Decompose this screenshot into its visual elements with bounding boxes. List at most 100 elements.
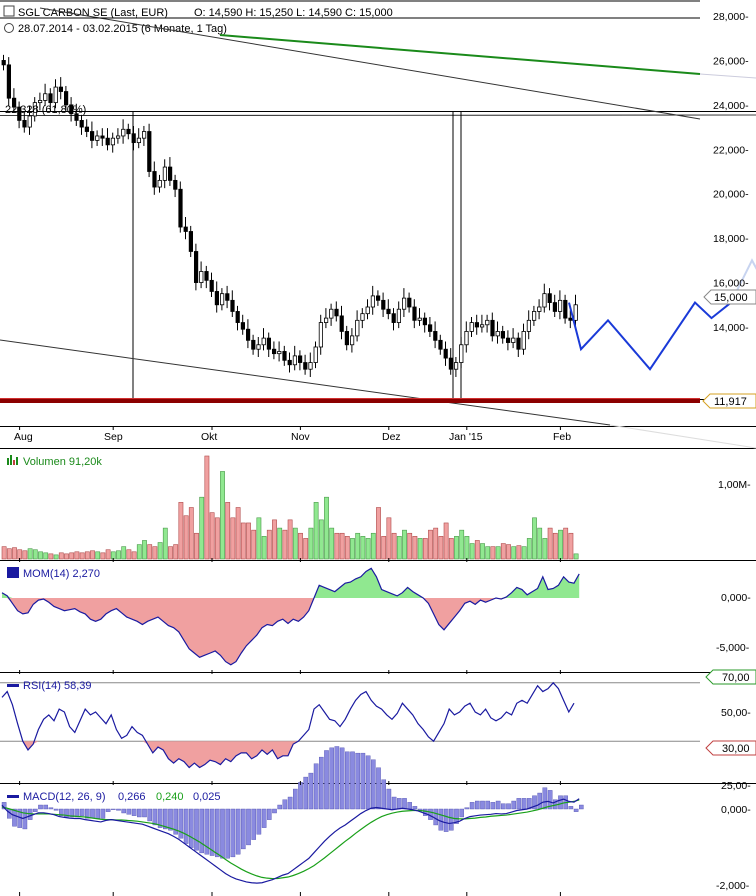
x-axis-label: Aug bbox=[14, 431, 33, 443]
candle-body bbox=[334, 308, 339, 317]
candle-body bbox=[349, 335, 355, 346]
volume-bar bbox=[396, 536, 402, 560]
macd-histogram-bar bbox=[220, 808, 225, 859]
momentum-legend-label: MOM(14) 2,270 bbox=[23, 568, 100, 580]
macd-histogram-bar bbox=[79, 808, 85, 816]
header-title: SGL CARBON SE (Last, EUR) bbox=[18, 7, 168, 19]
macd-histogram-bar bbox=[371, 759, 376, 810]
price-tick: 28,000- bbox=[713, 11, 749, 23]
momentum-line bbox=[1, 567, 580, 666]
candle-body bbox=[427, 324, 433, 332]
volume-bar bbox=[355, 532, 361, 560]
candle-body bbox=[552, 302, 558, 312]
candle-body bbox=[485, 319, 490, 326]
volume-legend-label: Volumen 91,20k bbox=[23, 456, 102, 468]
volume-bar bbox=[43, 552, 49, 560]
volume-bar bbox=[412, 536, 418, 560]
volume-bar bbox=[433, 527, 439, 560]
macd-histogram-bar bbox=[454, 808, 459, 824]
volume-bar bbox=[131, 551, 137, 560]
volume-bar bbox=[6, 548, 12, 560]
macd-histogram-bar bbox=[475, 800, 480, 810]
volume-bar bbox=[298, 532, 303, 560]
macd-histogram-bar bbox=[90, 808, 95, 819]
macd-histogram-bar bbox=[105, 808, 111, 812]
candle-body bbox=[105, 137, 110, 146]
volume-bar bbox=[38, 551, 43, 560]
clock-icon bbox=[4, 23, 14, 33]
macd-histogram-bar bbox=[537, 792, 542, 810]
candle-body bbox=[162, 166, 167, 181]
volume-icon bbox=[7, 455, 18, 465]
candle-body bbox=[511, 337, 516, 343]
volume-bar bbox=[168, 546, 173, 560]
volume-bar bbox=[459, 529, 465, 560]
volume-bar bbox=[318, 519, 324, 560]
analysis-rect-2 bbox=[460, 111, 756, 400]
fib-label: 22,328 (61,80%) bbox=[5, 104, 86, 116]
volume-bar bbox=[27, 548, 33, 560]
candle-body bbox=[1, 60, 6, 66]
macd-histogram-bar bbox=[308, 772, 314, 810]
candle-body bbox=[193, 251, 199, 283]
candle-body bbox=[453, 362, 459, 370]
momentum-panel bbox=[1, 567, 580, 666]
macd-histogram-bar bbox=[365, 755, 371, 810]
candle-body bbox=[438, 339, 443, 350]
rsi-badge-70-label: 70,00 bbox=[722, 672, 750, 684]
candle-body bbox=[370, 295, 376, 308]
candle-body bbox=[386, 308, 391, 315]
volume-bar bbox=[480, 543, 485, 560]
volume-bar bbox=[490, 546, 496, 560]
volume-bar bbox=[12, 547, 17, 560]
candle-body bbox=[355, 319, 360, 337]
candle-body bbox=[74, 113, 79, 121]
macd-legend-signal: 0,240 bbox=[156, 791, 184, 803]
volume-bar bbox=[344, 536, 350, 560]
macd-histogram-bar bbox=[568, 806, 574, 810]
volume-bar bbox=[90, 550, 95, 560]
macd-histogram-bar bbox=[412, 806, 418, 810]
volume-bar bbox=[214, 517, 220, 560]
volume-bar bbox=[178, 502, 184, 560]
volume-bar bbox=[417, 538, 423, 560]
volume-bar bbox=[17, 549, 23, 560]
volume-bar bbox=[568, 532, 574, 560]
volume-bar bbox=[422, 538, 428, 560]
price-tick: 18,000- bbox=[713, 233, 749, 245]
macd-histogram-bar bbox=[324, 750, 329, 810]
candle-body bbox=[90, 131, 95, 141]
candle-body bbox=[542, 293, 547, 308]
macd-legend-hist: 0,025 bbox=[193, 791, 221, 803]
candle-body bbox=[282, 351, 287, 361]
macd-histogram-bar bbox=[433, 808, 439, 826]
volume-bar bbox=[526, 538, 532, 560]
forecast-path bbox=[568, 301, 732, 371]
candle-body bbox=[116, 135, 121, 139]
candle-body bbox=[167, 166, 173, 181]
candle-body bbox=[287, 359, 292, 366]
volume-bar bbox=[438, 536, 444, 560]
volume-bar bbox=[251, 529, 257, 560]
macd-histogram-bar bbox=[261, 808, 267, 828]
x-axis: Aug Sep Okt Nov Dez Jan '15 Feb bbox=[14, 426, 571, 896]
macd-histogram-bar bbox=[511, 800, 517, 810]
candle-body bbox=[537, 306, 542, 312]
chart-icon bbox=[3, 5, 15, 17]
volume-bar bbox=[188, 507, 194, 560]
volume-bar bbox=[485, 546, 491, 560]
macd-histogram-bar bbox=[542, 787, 548, 810]
macd-histogram-bar bbox=[287, 796, 293, 810]
volume-legend: Volumen 91,20k 1,00M- bbox=[7, 455, 751, 491]
macd-histogram-bar bbox=[293, 788, 298, 810]
candle-body bbox=[292, 355, 298, 366]
candle-body bbox=[79, 120, 84, 128]
volume-bar bbox=[240, 522, 246, 560]
macd-histogram-bar bbox=[64, 808, 69, 818]
macd-histogram-bar bbox=[480, 800, 485, 810]
volume-bar bbox=[448, 538, 454, 560]
candle-body bbox=[126, 128, 131, 135]
macd-histogram-bar bbox=[282, 799, 288, 810]
volume-bar bbox=[95, 551, 101, 560]
macd-histogram-bar bbox=[100, 808, 106, 819]
